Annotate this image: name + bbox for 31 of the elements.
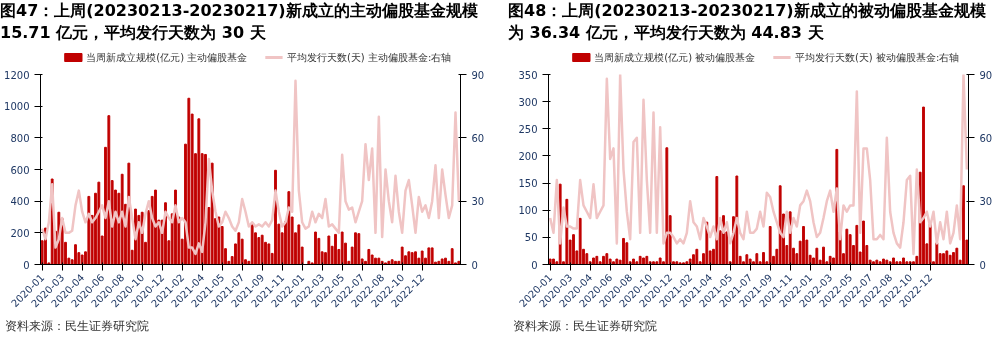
y-tick-label: 0: [23, 259, 30, 271]
y-tick-label: 600: [10, 164, 30, 176]
y2-tick-label: 90: [471, 69, 485, 81]
y-tick-label: 400: [10, 196, 30, 208]
y-tick-label: 200: [10, 227, 30, 239]
legend-label: 平均发行天数(天) 主动偏股基金:右轴: [286, 52, 452, 63]
y-tick-label: 1000: [4, 101, 30, 113]
text: 资料来源：民生证券研究院: [513, 318, 657, 335]
text: 资料来源：民生证券研究院: [5, 318, 149, 335]
y-tick-label: 150: [518, 178, 538, 190]
y2-tick-label: 60: [979, 132, 993, 144]
y-tick-label: 250: [518, 123, 538, 135]
y2-tick-label: 0: [979, 259, 986, 271]
chart-title: 图47：上周(20230213-20230217)新成立的主动偏股基金规模 15.71 亿元，平均发行天数为 30 天: [0, 0, 479, 44]
y-tick-label: 100: [518, 205, 538, 217]
legend-label: 平均发行天数(天) 被动偏股基金:右轴: [794, 52, 960, 63]
y2-tick-label: 60: [471, 132, 485, 144]
y-tick-label: 1200: [4, 69, 30, 81]
y-tick-label: 50: [524, 232, 538, 244]
y-tick-label: 300: [518, 96, 538, 108]
y-tick-label: 0: [531, 259, 538, 271]
y-tick-label: 200: [518, 150, 538, 162]
legend-label: 当周新成立规模(亿元) 主动偏股基金: [86, 52, 248, 63]
chart-title: 图48：上周(20230213-20230217)新成立的被动偏股基金规模为 36.34 亿元，平均发行天数为 44.83 天: [508, 0, 987, 44]
legend-label: 当周新成立规模(亿元) 被动偏股基金: [594, 52, 756, 63]
y-tick-label: 350: [518, 69, 538, 81]
y2-tick-label: 0: [471, 259, 478, 271]
y2-tick-label: 90: [979, 69, 993, 81]
y2-tick-label: 30: [979, 196, 993, 208]
y-tick-label: 800: [10, 132, 30, 144]
y2-tick-label: 30: [471, 196, 485, 208]
